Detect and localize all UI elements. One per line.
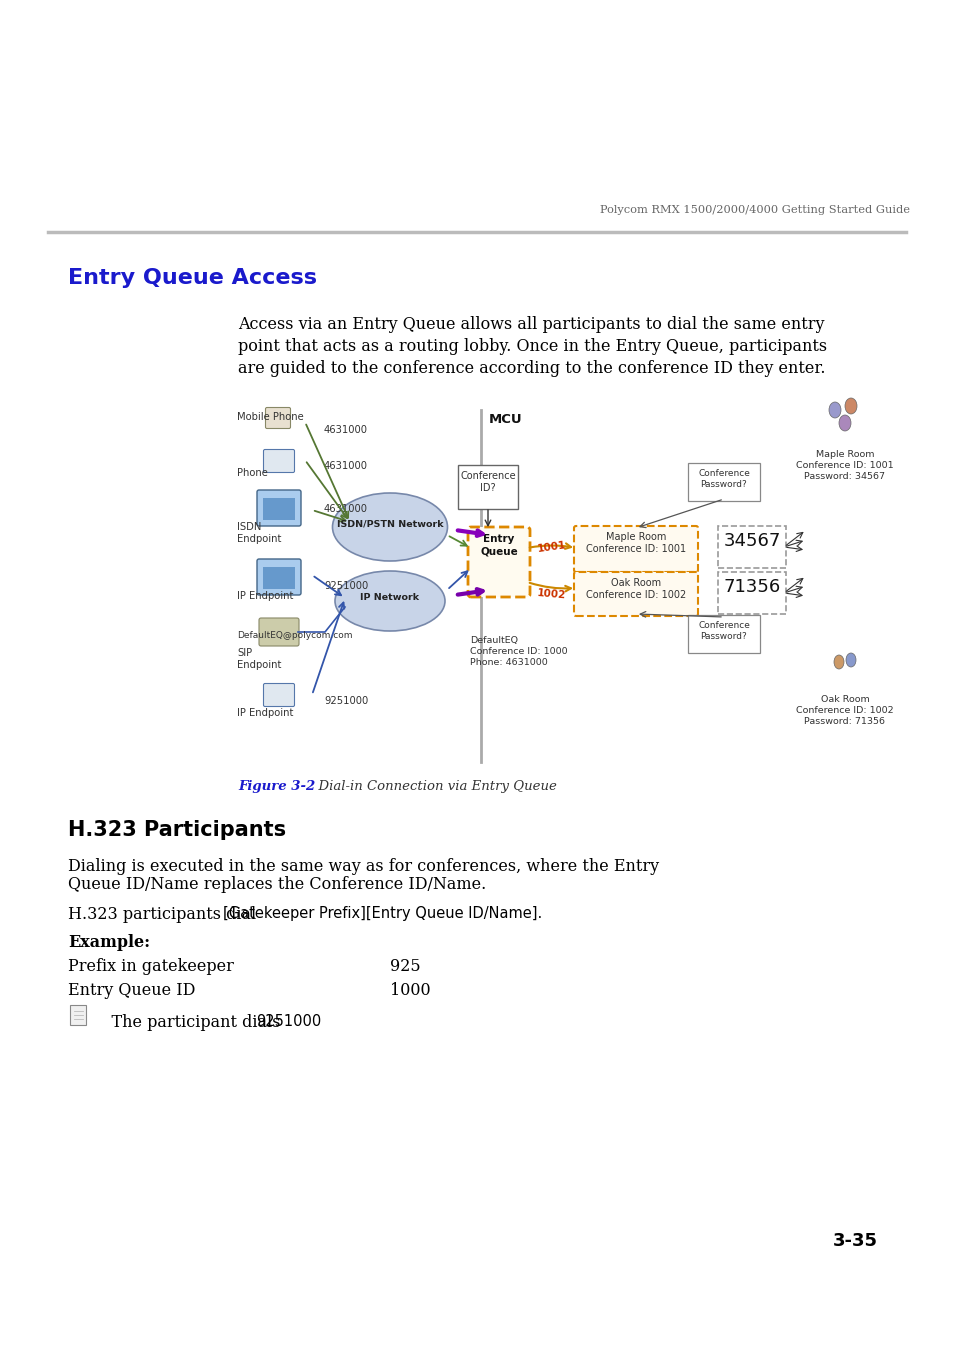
FancyBboxPatch shape	[718, 526, 785, 568]
Text: 1000: 1000	[390, 981, 430, 999]
FancyBboxPatch shape	[256, 559, 301, 595]
Text: 3-35: 3-35	[832, 1233, 877, 1250]
Ellipse shape	[335, 571, 444, 630]
Text: Queue ID/Name replaces the Conference ID/Name.: Queue ID/Name replaces the Conference ID…	[68, 876, 486, 892]
FancyBboxPatch shape	[256, 490, 301, 526]
Text: 9251000: 9251000	[324, 580, 368, 591]
Text: SIP
Endpoint: SIP Endpoint	[236, 648, 281, 671]
Text: Phone: Phone	[236, 468, 268, 478]
Text: 1001: 1001	[537, 540, 566, 553]
FancyBboxPatch shape	[574, 572, 698, 616]
FancyBboxPatch shape	[457, 464, 517, 509]
Text: Entry Queue ID: Entry Queue ID	[68, 981, 195, 999]
Text: Access via an Entry Queue allows all participants to dial the same entry: Access via an Entry Queue allows all par…	[237, 316, 823, 333]
FancyBboxPatch shape	[265, 408, 291, 428]
FancyBboxPatch shape	[263, 567, 294, 589]
Ellipse shape	[838, 414, 850, 431]
FancyBboxPatch shape	[687, 463, 760, 501]
Text: H.323 Participants: H.323 Participants	[68, 819, 286, 840]
Text: IP Endpoint: IP Endpoint	[236, 707, 294, 718]
Text: 1002: 1002	[537, 589, 566, 601]
Text: Oak Room
Conference ID: 1002
Password: 71356: Oak Room Conference ID: 1002 Password: 7…	[796, 695, 893, 726]
Text: Dial-in Connection via Entry Queue: Dial-in Connection via Entry Queue	[310, 780, 557, 792]
Ellipse shape	[845, 653, 855, 667]
Text: Dialing is executed in the same way as for conferences, where the Entry: Dialing is executed in the same way as f…	[68, 859, 659, 875]
Text: Conference
Password?: Conference Password?	[698, 468, 749, 489]
FancyBboxPatch shape	[468, 526, 530, 597]
FancyBboxPatch shape	[687, 616, 760, 653]
Text: point that acts as a routing lobby. Once in the Entry Queue, participants: point that acts as a routing lobby. Once…	[237, 338, 826, 355]
Text: Conference
ID?: Conference ID?	[459, 471, 516, 493]
Ellipse shape	[844, 398, 856, 414]
Text: Maple Room
Conference ID: 1001
Password: 34567: Maple Room Conference ID: 1001 Password:…	[796, 450, 893, 481]
Text: 9251000: 9251000	[324, 697, 368, 706]
Text: Polycom RMX 1500/2000/4000 Getting Started Guide: Polycom RMX 1500/2000/4000 Getting Start…	[599, 205, 909, 215]
Text: Prefix in gatekeeper: Prefix in gatekeeper	[68, 958, 233, 975]
Text: DefaultEQ@polycom.com: DefaultEQ@polycom.com	[236, 630, 352, 640]
Text: MCU: MCU	[489, 413, 522, 427]
Text: 4631000: 4631000	[324, 460, 368, 471]
FancyBboxPatch shape	[263, 498, 294, 520]
Text: DefaultEQ
Conference ID: 1000
Phone: 4631000: DefaultEQ Conference ID: 1000 Phone: 463…	[470, 636, 567, 667]
Text: IP Endpoint: IP Endpoint	[236, 591, 294, 601]
Text: H.323 participants dial: H.323 participants dial	[68, 906, 261, 923]
Text: 4631000: 4631000	[324, 425, 368, 435]
Text: 9251000: 9251000	[255, 1014, 321, 1029]
FancyBboxPatch shape	[263, 450, 294, 472]
Text: Example:: Example:	[68, 934, 150, 950]
Text: Mobile Phone: Mobile Phone	[236, 412, 303, 423]
FancyBboxPatch shape	[263, 683, 294, 706]
FancyBboxPatch shape	[70, 1004, 86, 1025]
Text: are guided to the conference according to the conference ID they enter.: are guided to the conference according t…	[237, 360, 824, 377]
Ellipse shape	[833, 655, 843, 670]
Text: 34567: 34567	[722, 532, 780, 549]
Text: [Gatekeeper Prefix][Entry Queue ID/Name].: [Gatekeeper Prefix][Entry Queue ID/Name]…	[223, 906, 541, 921]
Text: 925: 925	[390, 958, 420, 975]
Text: Conference
Password?: Conference Password?	[698, 621, 749, 641]
Text: Figure 3-2: Figure 3-2	[237, 780, 314, 792]
Text: Oak Room
Conference ID: 1002: Oak Room Conference ID: 1002	[585, 578, 685, 601]
Text: ISDN/PSTN Network: ISDN/PSTN Network	[336, 520, 443, 528]
Text: Entry Queue Access: Entry Queue Access	[68, 269, 316, 288]
FancyBboxPatch shape	[258, 618, 298, 647]
Text: Entry
Queue: Entry Queue	[479, 535, 517, 556]
Text: ISDN
Endpoint: ISDN Endpoint	[236, 522, 281, 544]
Text: IP Network: IP Network	[360, 594, 419, 602]
Text: 4631000: 4631000	[324, 504, 368, 514]
FancyBboxPatch shape	[718, 572, 785, 614]
FancyBboxPatch shape	[574, 526, 698, 572]
Text: Maple Room
Conference ID: 1001: Maple Room Conference ID: 1001	[585, 532, 685, 555]
Text: The participant dials: The participant dials	[91, 1014, 285, 1031]
Ellipse shape	[828, 402, 841, 418]
Text: 71356: 71356	[722, 578, 780, 595]
Ellipse shape	[333, 493, 447, 562]
